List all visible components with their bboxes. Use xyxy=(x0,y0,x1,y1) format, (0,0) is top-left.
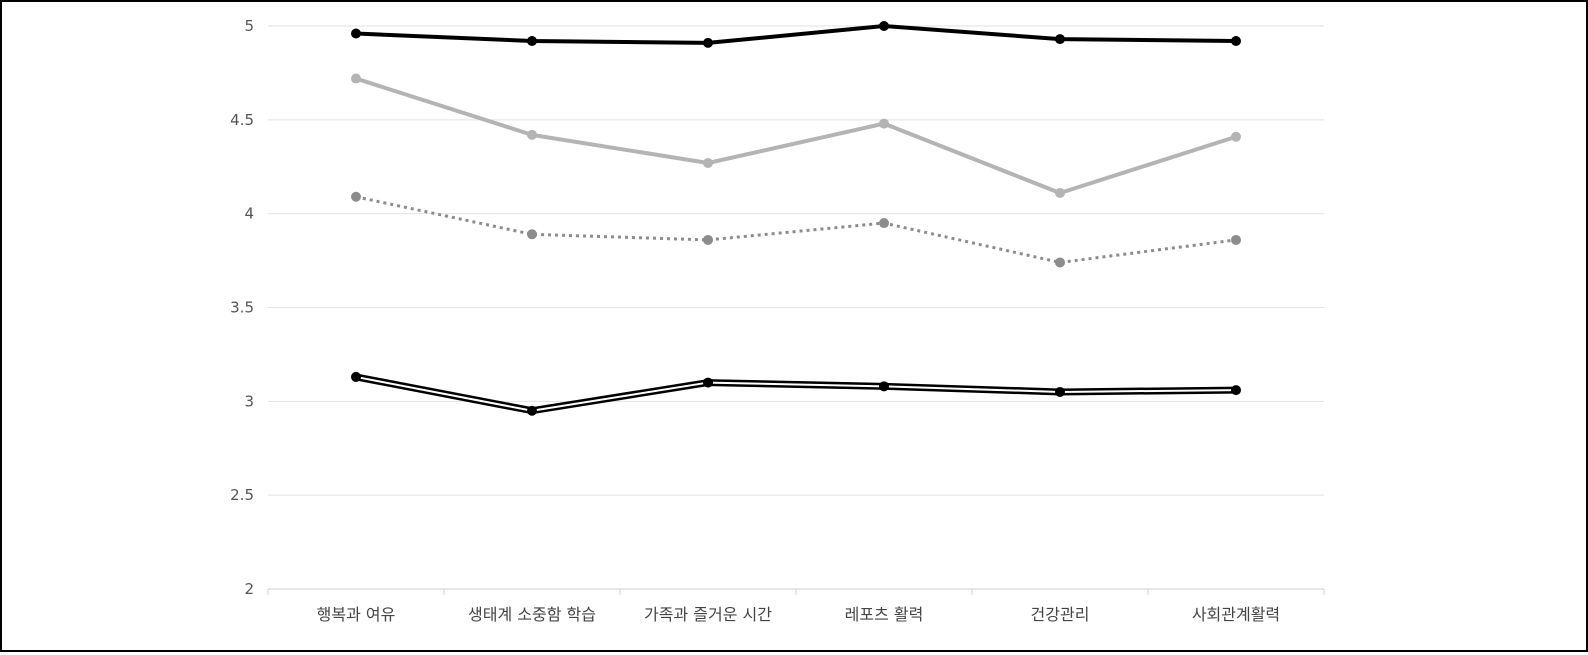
series-point xyxy=(527,129,537,140)
series-line xyxy=(355,76,1237,196)
series-point xyxy=(1055,188,1065,199)
series-point xyxy=(703,37,713,48)
series-point xyxy=(879,218,889,229)
y-tick-label: 5 xyxy=(244,17,254,35)
series-line-inner xyxy=(355,375,1237,412)
series-line xyxy=(355,195,1237,264)
series-3 xyxy=(351,191,1241,268)
series-point xyxy=(703,234,713,245)
x-axis: 행복과 여유 생태계 소중함 학습 가족과 즐거운 시간 레포츠 활력 건강관리 사회관계… xyxy=(267,589,1325,624)
series-point xyxy=(1231,36,1241,47)
series-point xyxy=(1055,34,1065,45)
y-tick-label: 4.5 xyxy=(230,111,254,129)
x-tick-label: 레포츠 활력 xyxy=(845,605,924,624)
series-point xyxy=(1231,234,1241,245)
series-point xyxy=(351,28,361,39)
x-tick-label: 사회관계활력 xyxy=(1192,605,1280,624)
series-point xyxy=(1231,131,1241,142)
y-axis: 2 2.5 3 3.5 4 4.5 5 xyxy=(230,17,254,598)
series-point xyxy=(351,191,361,202)
y-tick-label: 3.5 xyxy=(230,299,254,317)
series-point xyxy=(527,405,537,416)
y-tick-label: 2.5 xyxy=(230,486,254,504)
series-1 xyxy=(351,21,1241,48)
series-point xyxy=(879,381,889,392)
series-4 xyxy=(351,371,1241,416)
series-point xyxy=(703,157,713,168)
series-point xyxy=(1231,385,1241,396)
series-group xyxy=(351,21,1241,416)
series-point xyxy=(1055,257,1065,268)
x-tick-label: 행복과 여유 xyxy=(317,605,396,624)
x-tick-label: 건강관리 xyxy=(1031,605,1090,624)
series-2 xyxy=(351,73,1241,199)
series-point xyxy=(879,21,889,31)
y-tick-label: 4 xyxy=(244,205,254,223)
series-point xyxy=(527,36,537,47)
series-line xyxy=(355,24,1237,45)
series-point xyxy=(879,118,889,129)
series-point xyxy=(351,73,361,84)
y-tick-label: 2 xyxy=(244,580,254,598)
series-point xyxy=(527,229,537,240)
series-point xyxy=(1055,386,1065,397)
x-tick-label: 생태계 소중함 학습 xyxy=(468,605,596,624)
gridlines xyxy=(268,25,1324,590)
series-line-outer xyxy=(355,373,1237,415)
x-tick-label: 가족과 즐거운 시간 xyxy=(644,605,772,624)
series-point xyxy=(703,377,713,388)
y-tick-label: 3 xyxy=(244,392,254,410)
series-point xyxy=(351,371,361,382)
